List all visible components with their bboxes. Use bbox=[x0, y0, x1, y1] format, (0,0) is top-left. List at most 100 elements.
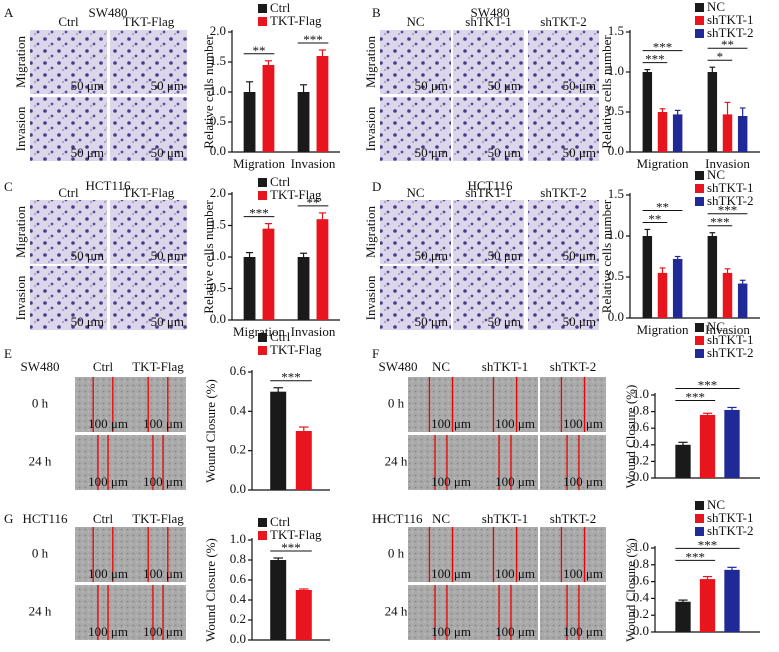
legend-swatch bbox=[695, 197, 704, 206]
bar bbox=[675, 444, 691, 478]
sig-label: *** bbox=[686, 389, 706, 404]
micrograph bbox=[472, 527, 538, 582]
row-label: Invasion bbox=[363, 106, 378, 151]
legend-label: TKT-Flag bbox=[270, 527, 322, 542]
panel-letter: C bbox=[4, 179, 13, 194]
micrograph bbox=[453, 266, 524, 330]
scale-label: 100 μm bbox=[88, 566, 128, 581]
sig-label: ** bbox=[648, 211, 661, 226]
legend-swatch bbox=[258, 178, 267, 187]
legend-label: NC bbox=[707, 497, 725, 512]
scale-label: 100 μm bbox=[495, 416, 535, 431]
bar bbox=[316, 56, 329, 152]
y-tick-label: 1.0 bbox=[608, 63, 624, 78]
column-label: TKT-Flag bbox=[132, 359, 184, 374]
sig-label: *** bbox=[281, 540, 301, 555]
scale-label: 100 μm bbox=[88, 474, 128, 489]
bar bbox=[707, 236, 718, 318]
legend-label: TKT-Flag bbox=[270, 187, 322, 202]
scale-label: 100 μm bbox=[431, 624, 471, 639]
bar bbox=[642, 236, 653, 318]
bar bbox=[672, 114, 683, 152]
micrograph bbox=[30, 200, 107, 264]
legend-label: TKT-Flag bbox=[270, 13, 322, 28]
y-tick-label: 2.0 bbox=[210, 23, 226, 38]
scale-label: 100 μm bbox=[563, 624, 603, 639]
legend-swatch bbox=[695, 349, 704, 358]
y-tick-label: 0.6 bbox=[230, 363, 247, 378]
row-label: 0 h bbox=[388, 545, 405, 560]
row-label: 24 h bbox=[385, 453, 408, 468]
bar bbox=[297, 92, 310, 152]
micrograph bbox=[30, 266, 107, 330]
sig-label: *** bbox=[645, 52, 665, 67]
row-label: Migration bbox=[363, 36, 378, 88]
legend-label: NC bbox=[707, 0, 725, 14]
scale-label: 50 μm bbox=[71, 314, 104, 329]
cell-line: HCT116 bbox=[22, 511, 68, 526]
y-tick-label: 1.0 bbox=[633, 386, 649, 401]
sig-label: *** bbox=[249, 206, 269, 221]
bar bbox=[270, 560, 287, 640]
bar bbox=[243, 92, 256, 152]
sig-label: * bbox=[717, 49, 724, 64]
micrograph bbox=[75, 585, 131, 640]
scale-label: 100 μm bbox=[143, 474, 183, 489]
legend-swatch bbox=[258, 346, 267, 355]
bar bbox=[657, 112, 668, 152]
y-tick-label: 0.6 bbox=[633, 573, 650, 588]
sig-label: *** bbox=[698, 537, 718, 552]
cell-line: HCT116 bbox=[85, 178, 131, 193]
scale-label: 50 μm bbox=[488, 314, 521, 329]
row-label: 24 h bbox=[29, 453, 52, 468]
column-label: shTKT-2 bbox=[550, 359, 596, 374]
micrograph bbox=[472, 435, 538, 490]
sig-label: *** bbox=[698, 377, 718, 392]
scale-label: 50 μm bbox=[415, 314, 448, 329]
y-tick-label: 0.2 bbox=[633, 606, 649, 621]
row-label: Migration bbox=[13, 206, 28, 258]
legend-label: Ctrl bbox=[270, 514, 291, 529]
y-tick-label: 0.0 bbox=[608, 143, 624, 158]
bar bbox=[722, 114, 733, 152]
legend-label: shTKT-2 bbox=[707, 25, 753, 40]
panel-letter: F bbox=[372, 346, 379, 361]
scale-label: 100 μm bbox=[88, 624, 128, 639]
scale-label: 50 μm bbox=[151, 78, 184, 93]
y-tick-label: 0.2 bbox=[633, 452, 649, 467]
micrograph bbox=[453, 30, 524, 94]
micrograph bbox=[408, 527, 474, 582]
x-tick-label: Invasion bbox=[705, 156, 750, 171]
column-label: TKT-Flag bbox=[132, 511, 184, 526]
micrograph bbox=[75, 527, 131, 582]
y-tick-label: 0.0 bbox=[608, 309, 624, 324]
y-tick-label: 0.0 bbox=[633, 469, 649, 484]
scale-label: 50 μm bbox=[488, 248, 521, 263]
y-tick-label: 0.0 bbox=[230, 481, 246, 496]
bar bbox=[699, 414, 716, 478]
legend-swatch bbox=[695, 323, 704, 332]
column-label: TKT-Flag bbox=[123, 14, 175, 29]
row-label: 0 h bbox=[32, 545, 49, 560]
legend-label: shTKT-2 bbox=[707, 523, 753, 538]
column-label: shTKT-1 bbox=[465, 185, 511, 200]
y-tick-label: 0.6 bbox=[633, 419, 650, 434]
column-label: shTKT-1 bbox=[465, 14, 511, 29]
sig-label: *** bbox=[710, 215, 730, 230]
y-tick-label: 1.0 bbox=[210, 248, 226, 263]
micrograph bbox=[380, 97, 451, 161]
panel-letter: A bbox=[4, 5, 14, 20]
micrograph bbox=[75, 377, 131, 432]
scale-label: 50 μm bbox=[563, 314, 596, 329]
scale-label: 100 μm bbox=[563, 566, 603, 581]
legend-swatch bbox=[258, 191, 267, 200]
panel-letter: G bbox=[4, 511, 13, 526]
micrograph bbox=[380, 200, 451, 264]
y-tick-label: 0.4 bbox=[633, 589, 650, 604]
column-label: Ctrl bbox=[58, 185, 79, 200]
panel-letter: B bbox=[372, 5, 381, 20]
legend-label: Ctrl bbox=[270, 329, 291, 344]
y-tick-label: 1.0 bbox=[210, 83, 226, 98]
scale-label: 50 μm bbox=[415, 248, 448, 263]
row-label: Migration bbox=[13, 36, 28, 88]
